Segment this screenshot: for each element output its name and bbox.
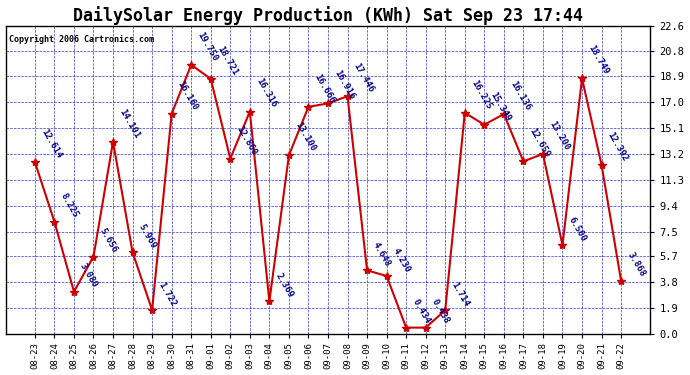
- Text: 15.349: 15.349: [489, 90, 513, 123]
- Text: 5.656: 5.656: [98, 226, 119, 254]
- Text: 19.750: 19.750: [195, 30, 219, 63]
- Text: 4.648: 4.648: [371, 240, 393, 268]
- Text: 3.080: 3.080: [78, 262, 99, 290]
- Text: 5.969: 5.969: [137, 222, 158, 250]
- Text: 1.714: 1.714: [449, 280, 471, 308]
- Text: 16.916: 16.916: [332, 69, 356, 101]
- Text: 13.200: 13.200: [547, 119, 571, 152]
- Text: 17.446: 17.446: [352, 62, 375, 94]
- Text: 6.500: 6.500: [566, 215, 588, 243]
- Text: 3.868: 3.868: [625, 251, 647, 279]
- Text: 18.749: 18.749: [586, 44, 610, 76]
- Text: 12.860: 12.860: [235, 124, 258, 156]
- Text: 2.369: 2.369: [273, 272, 295, 299]
- Text: Copyright 2006 Cartronics.com: Copyright 2006 Cartronics.com: [9, 35, 154, 44]
- Title: DailySolar Energy Production (KWh) Sat Sep 23 17:44: DailySolar Energy Production (KWh) Sat S…: [73, 6, 583, 24]
- Text: 0.438: 0.438: [430, 298, 451, 326]
- Text: 4.230: 4.230: [391, 246, 412, 274]
- Text: 1.722: 1.722: [156, 280, 177, 308]
- Text: 18.721: 18.721: [215, 44, 239, 77]
- Text: 16.136: 16.136: [508, 80, 532, 112]
- Text: 12.659: 12.659: [528, 127, 551, 159]
- Text: 12.614: 12.614: [39, 128, 63, 160]
- Text: 16.316: 16.316: [254, 77, 278, 110]
- Text: 16.666: 16.666: [313, 72, 337, 105]
- Text: 8.225: 8.225: [59, 192, 80, 219]
- Text: 16.225: 16.225: [469, 78, 493, 111]
- Text: 16.160: 16.160: [176, 79, 199, 111]
- Text: 13.100: 13.100: [293, 121, 317, 153]
- Text: 0.434: 0.434: [411, 298, 431, 326]
- Text: 14.101: 14.101: [117, 107, 141, 140]
- Text: 12.392: 12.392: [606, 130, 630, 163]
